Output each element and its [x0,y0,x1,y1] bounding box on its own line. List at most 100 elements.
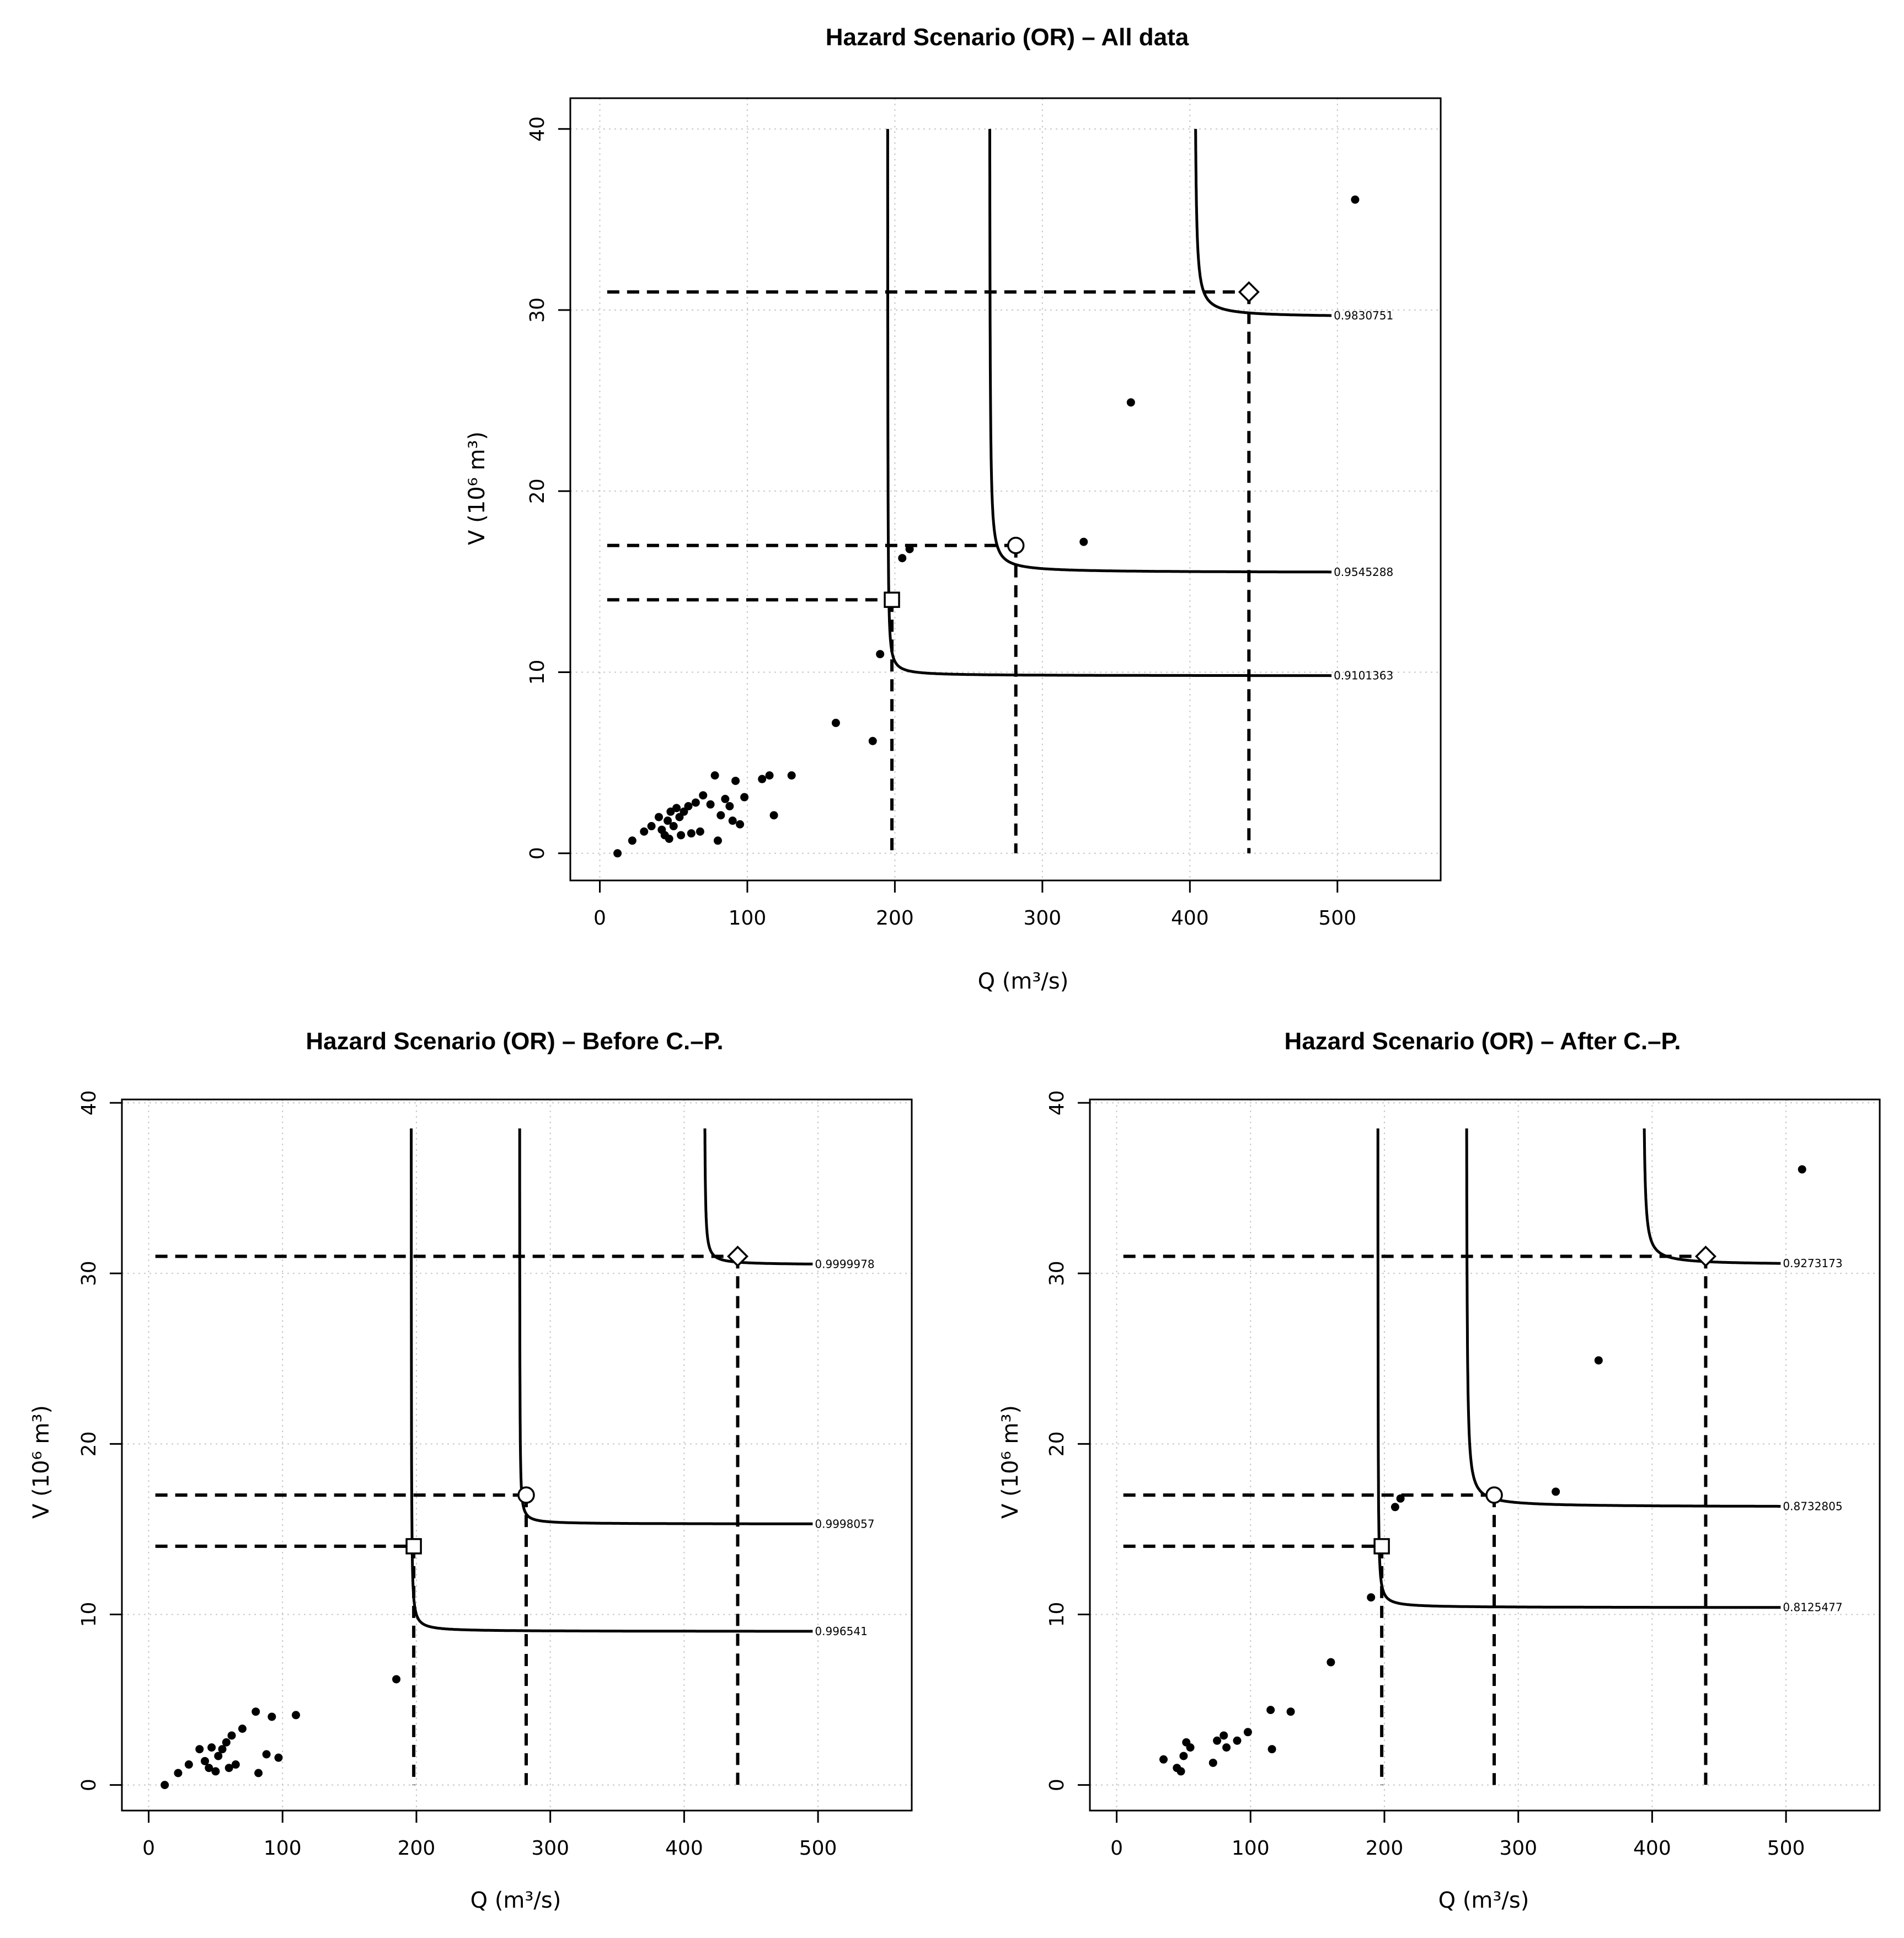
x-tick-label: 300 [531,1837,569,1860]
x-tick-label: 300 [1499,1837,1537,1860]
data-point [691,798,700,807]
y-tick-label: 20 [1046,1432,1068,1457]
y-tick-label: 40 [1046,1090,1068,1115]
contour-labels: 0.9830751 0.9545288 0.9101363 [1334,309,1393,682]
y-tick-label: 20 [78,1432,100,1457]
x-tick-label: 0 [1110,1837,1123,1860]
data-point [831,718,840,727]
scenario-marker-square [1373,1538,1390,1555]
data-point [1552,1487,1560,1496]
x-tick-label: 400 [1633,1837,1671,1860]
data-point [1213,1736,1222,1745]
scenario-marker-circle [517,1486,535,1504]
data-point [214,1752,223,1760]
chart-title: Hazard Scenario (OR) – All data [826,24,1189,51]
y-tick-label: 20 [526,478,549,504]
scenario-marker-diamond [726,1245,748,1267]
contour-line [1465,1128,1781,1508]
data-point [274,1753,283,1762]
data-point [713,836,722,845]
data-point [787,771,796,780]
data-point [640,827,649,836]
data-point [765,771,774,780]
y-tick-label: 30 [1046,1261,1068,1286]
axes: 0 100 200 300 400 500 0 10 20 30 40 [78,1090,913,1860]
data-point [231,1760,240,1769]
scenario-marker-diamond [1694,1245,1716,1267]
contour-label: 0.996541 [815,1625,867,1638]
data-point [868,736,877,745]
x-tick-label: 200 [876,907,914,930]
x-tick-label: 400 [665,1837,703,1860]
data-point [687,829,696,838]
data-point [161,1781,169,1790]
x-tick-label: 0 [142,1837,155,1860]
data-point [1798,1165,1806,1174]
data-point [1233,1736,1242,1745]
scenario-marker-circle [1007,537,1025,554]
y-tick-label: 40 [78,1090,100,1115]
data-points [613,195,1360,858]
data-point [716,811,725,820]
data-point [876,650,885,659]
data-point [736,820,745,829]
data-point [769,811,778,820]
chart-after-cp: Hazard Scenario (OR) – After C.–P. 0.927… [998,1028,1881,1913]
grid [570,98,1441,880]
data-point [184,1760,193,1769]
data-point [1594,1356,1603,1365]
contour-label: 0.9545288 [1334,565,1393,579]
chart-title: Hazard Scenario (OR) – After C.–P. [1285,1028,1681,1055]
axes: 0 100 200 300 400 500 0 10 20 30 40 [526,97,1442,930]
data-point [1208,1758,1217,1767]
data-point [1396,1494,1405,1503]
contour-label: 0.9101363 [1334,669,1393,682]
contour-line [1376,1128,1781,1609]
data-point [725,802,734,810]
y-axis-label: V (10⁶ m³) [998,1405,1023,1519]
data-point [1222,1743,1231,1752]
data-point [1176,1767,1185,1776]
y-tick-label: 10 [1046,1602,1068,1627]
data-point [224,1764,233,1773]
data-point [262,1750,271,1759]
data-point [699,791,708,800]
data-points [1159,1165,1806,1776]
data-point [1267,1745,1276,1754]
scenario-markers [405,1245,748,1555]
data-point [268,1712,276,1721]
data-point [227,1731,236,1740]
data-point [1179,1752,1188,1760]
contour-line [703,1128,813,1266]
data-point [613,849,622,858]
contour-label: 0.9998057 [815,1517,874,1530]
scenario-guides [1123,1254,1708,1785]
scenario-marker-square [405,1538,422,1555]
chart-before-cp: Hazard Scenario (OR) – Before C.–P. 0.99… [29,1028,913,1913]
contour-curves [1376,1128,1781,1609]
contour-label: 0.9830751 [1334,309,1393,322]
data-point [1220,1731,1228,1740]
data-point [654,813,663,821]
x-tick-label: 100 [1232,1837,1270,1860]
y-tick-label: 10 [526,660,549,685]
x-tick-label: 400 [1171,907,1209,930]
data-point [1351,195,1360,204]
contour-label: 0.8125477 [1783,1601,1842,1614]
data-point [1266,1706,1275,1715]
data-point [758,775,767,783]
data-point [672,804,681,813]
data-point [1243,1728,1252,1737]
data-point [1126,398,1135,407]
scenario-marker-square [884,591,900,608]
data-point [254,1769,263,1777]
contour-labels: 0.9273173 0.8732805 0.8125477 [1783,1257,1842,1614]
data-point [669,822,678,831]
data-point [1367,1593,1376,1602]
y-tick-label: 0 [1046,1779,1068,1791]
contour-line [1194,129,1332,317]
data-point [740,793,749,802]
x-tick-label: 500 [1767,1837,1805,1860]
data-point [898,554,907,563]
